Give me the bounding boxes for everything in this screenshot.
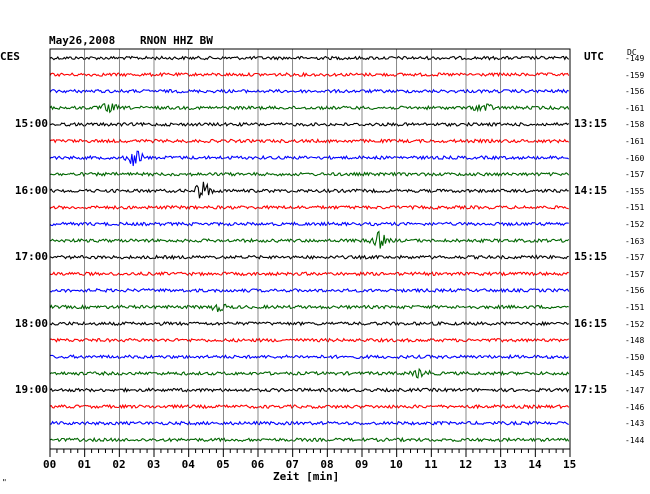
x-tick-label-06: 06 bbox=[251, 458, 265, 471]
x-tick-label-03: 03 bbox=[147, 458, 161, 471]
dc-offset-label-10: -151 bbox=[625, 203, 645, 213]
right-time-label: 13:15 bbox=[574, 117, 608, 131]
dc-offset-label-19: -150 bbox=[625, 352, 645, 362]
trace-5 bbox=[49, 121, 570, 128]
x-tick-label-01: 01 bbox=[77, 458, 91, 471]
x-tick-label-04: 04 bbox=[181, 458, 195, 471]
trace-12 bbox=[49, 230, 570, 249]
dc-offset-label-1: -149 bbox=[625, 54, 645, 63]
right-time-label: 17:15 bbox=[574, 383, 608, 396]
left-time-label: 18:00 bbox=[14, 316, 48, 330]
right-time-label: 16:15 bbox=[574, 316, 608, 330]
dc-offset-label-5: -158 bbox=[625, 120, 645, 130]
trace-15 bbox=[49, 287, 570, 294]
left-timezone-label: CES bbox=[0, 50, 20, 63]
trace-2 bbox=[49, 71, 570, 78]
dc-offset-label-11: -152 bbox=[625, 220, 645, 229]
x-tick-label-00: 00 bbox=[43, 458, 57, 471]
dc-offset-label-4: -161 bbox=[625, 103, 645, 113]
trace-19 bbox=[49, 353, 569, 360]
x-axis-ticks bbox=[49, 448, 571, 457]
dc-offset-label-14: -157 bbox=[625, 269, 645, 279]
x-tick-label-07: 07 bbox=[285, 458, 299, 471]
left-time-label: 15:00 bbox=[14, 117, 48, 131]
dc-offset-label-12: -163 bbox=[625, 236, 645, 246]
dc-offset-label-8: -157 bbox=[625, 170, 645, 180]
dc-offset-label-3: -156 bbox=[625, 87, 645, 97]
trace-16 bbox=[49, 303, 569, 313]
x-tick-label-08: 08 bbox=[320, 458, 334, 471]
left-time-label: 19:00 bbox=[14, 383, 48, 396]
trace-21 bbox=[49, 387, 570, 393]
x-tick-label-13: 13 bbox=[493, 458, 507, 471]
dc-label: DC bbox=[627, 48, 637, 57]
x-tick-label-15: 15 bbox=[563, 458, 577, 471]
dc-offset-label-21: -147 bbox=[625, 386, 645, 395]
trace-3 bbox=[49, 88, 569, 94]
corner-mark: " bbox=[2, 478, 7, 487]
dc-offset-label-23: -143 bbox=[625, 419, 645, 429]
trace-10 bbox=[49, 204, 569, 211]
dc-offset-label-15: -156 bbox=[625, 286, 645, 296]
dc-offset-label-7: -160 bbox=[625, 153, 645, 163]
trace-24 bbox=[49, 436, 570, 443]
dc-offset-label-20: -145 bbox=[625, 369, 645, 379]
trace-18 bbox=[49, 337, 570, 343]
left-time-label: 17:00 bbox=[14, 250, 48, 264]
dc-offset-label-22: -146 bbox=[625, 402, 645, 412]
trace-9 bbox=[49, 181, 569, 199]
trace-11 bbox=[49, 221, 569, 227]
x-tick-label-11: 11 bbox=[424, 458, 438, 471]
trace-1 bbox=[49, 55, 570, 61]
trace-group bbox=[49, 55, 570, 443]
date-label: May26,2008 bbox=[49, 34, 116, 47]
station-label: RNON HHZ BW bbox=[140, 34, 213, 47]
dc-offset-label-6: -161 bbox=[625, 137, 645, 146]
x-tick-label-05: 05 bbox=[216, 458, 230, 471]
x-tick-label-02: 02 bbox=[112, 458, 126, 471]
trace-6 bbox=[49, 138, 570, 144]
right-timezone-label: UTC bbox=[584, 50, 604, 63]
dc-offset-label-18: -148 bbox=[625, 336, 645, 346]
dc-offset-label-16: -151 bbox=[625, 303, 645, 312]
trace-23 bbox=[50, 420, 569, 426]
trace-7 bbox=[49, 150, 569, 167]
dc-offset-label-24: -144 bbox=[625, 435, 645, 445]
dc-offset-label-9: -155 bbox=[625, 186, 645, 196]
trace-13 bbox=[49, 254, 569, 261]
trace-22 bbox=[49, 403, 570, 410]
trace-4 bbox=[49, 103, 570, 114]
trace-20 bbox=[49, 367, 570, 379]
x-tick-label-09: 09 bbox=[355, 458, 369, 471]
x-tick-label-12: 12 bbox=[459, 458, 473, 471]
trace-8 bbox=[49, 171, 570, 177]
dc-offset-label-17: -152 bbox=[625, 319, 645, 329]
right-time-label: 15:15 bbox=[574, 250, 608, 264]
right-time-label: 14:15 bbox=[574, 183, 608, 197]
trace-14 bbox=[49, 271, 569, 277]
x-tick-label-10: 10 bbox=[389, 458, 403, 471]
x-axis-label: Zeit [min] bbox=[273, 470, 340, 483]
trace-17 bbox=[49, 320, 569, 327]
x-tick-label-14: 14 bbox=[528, 458, 542, 471]
dc-offset-label-13: -157 bbox=[625, 253, 645, 263]
left-time-label: 16:00 bbox=[14, 183, 48, 197]
dc-offset-label-2: -159 bbox=[625, 70, 645, 80]
grid-lines bbox=[84, 49, 536, 449]
